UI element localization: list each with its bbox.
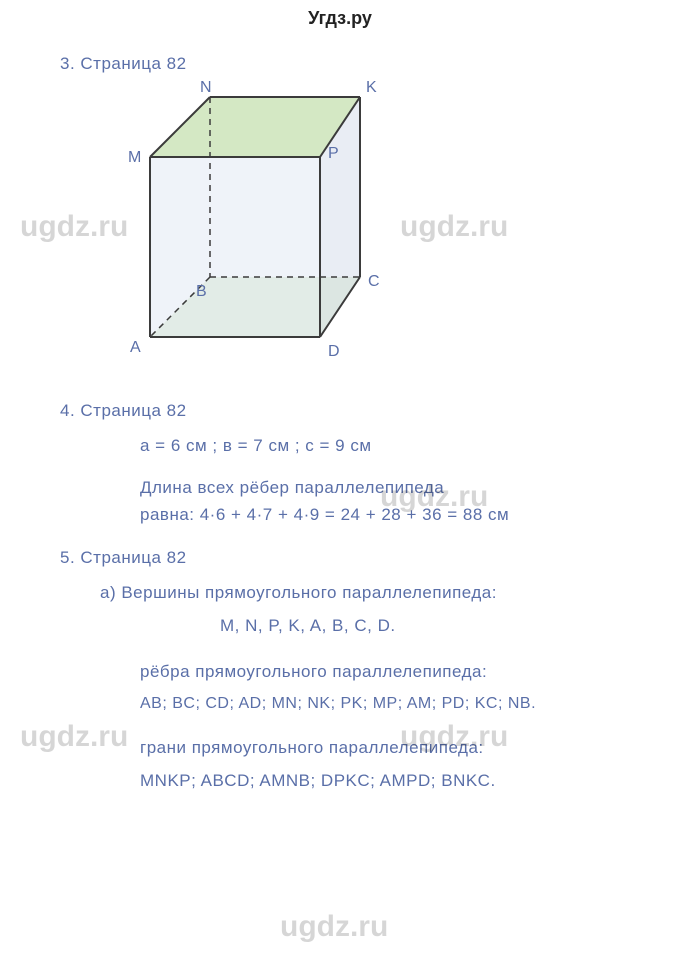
vertex-label-C: C	[368, 273, 380, 291]
problem4-heading: 4. Страница 82	[60, 397, 640, 424]
problem4-given: a = 6 см ; в = 7 см ; с = 9 см	[140, 432, 640, 459]
watermark: ugdz.ru	[20, 210, 128, 244]
problem5-vertices: M, N, P, K, A, B, C, D.	[220, 612, 640, 639]
problem3-heading: 3. Страница 82	[60, 50, 640, 77]
vertex-label-B: B	[196, 283, 207, 301]
site-header: Угдз.ру	[0, 8, 680, 29]
problem5-a-label: а) Вершины прямоугольного параллелепипед…	[100, 579, 640, 606]
cube-svg	[120, 87, 400, 367]
problem5-faces: MNKP; ABCD; AMNB; DPKC; AMPD; BNKC.	[140, 767, 640, 794]
vertex-label-A: A	[130, 339, 141, 357]
problem5-edges-label: рёбра прямоугольного параллелепипеда:	[140, 658, 640, 685]
vertex-label-K: K	[366, 79, 377, 97]
problem5-heading: 5. Страница 82	[60, 544, 640, 571]
watermark: ugdz.ru	[20, 720, 128, 754]
problem5-faces-label: грани прямоугольного параллелепипеда:	[140, 734, 640, 761]
cube-diagram: N K M P B C A D	[120, 87, 420, 367]
problem5-edges: AB; BC; CD; AD; MN; NK; PK; MP; AM; PD; …	[140, 691, 640, 717]
watermark: ugdz.ru	[280, 910, 388, 944]
vertex-label-M: M	[128, 149, 141, 167]
problem4-line3: равна: 4·6 + 4·7 + 4·9 = 24 + 28 + 36 = …	[140, 501, 640, 528]
vertex-label-N: N	[200, 79, 212, 97]
vertex-label-D: D	[328, 343, 340, 361]
page: Угдз.ру ugdz.ru ugdz.ru ugdz.ru ugdz.ru …	[0, 0, 680, 958]
problem4-line2: Длина всех рёбер параллелепипеда	[140, 474, 640, 501]
vertex-label-P: P	[328, 145, 339, 163]
